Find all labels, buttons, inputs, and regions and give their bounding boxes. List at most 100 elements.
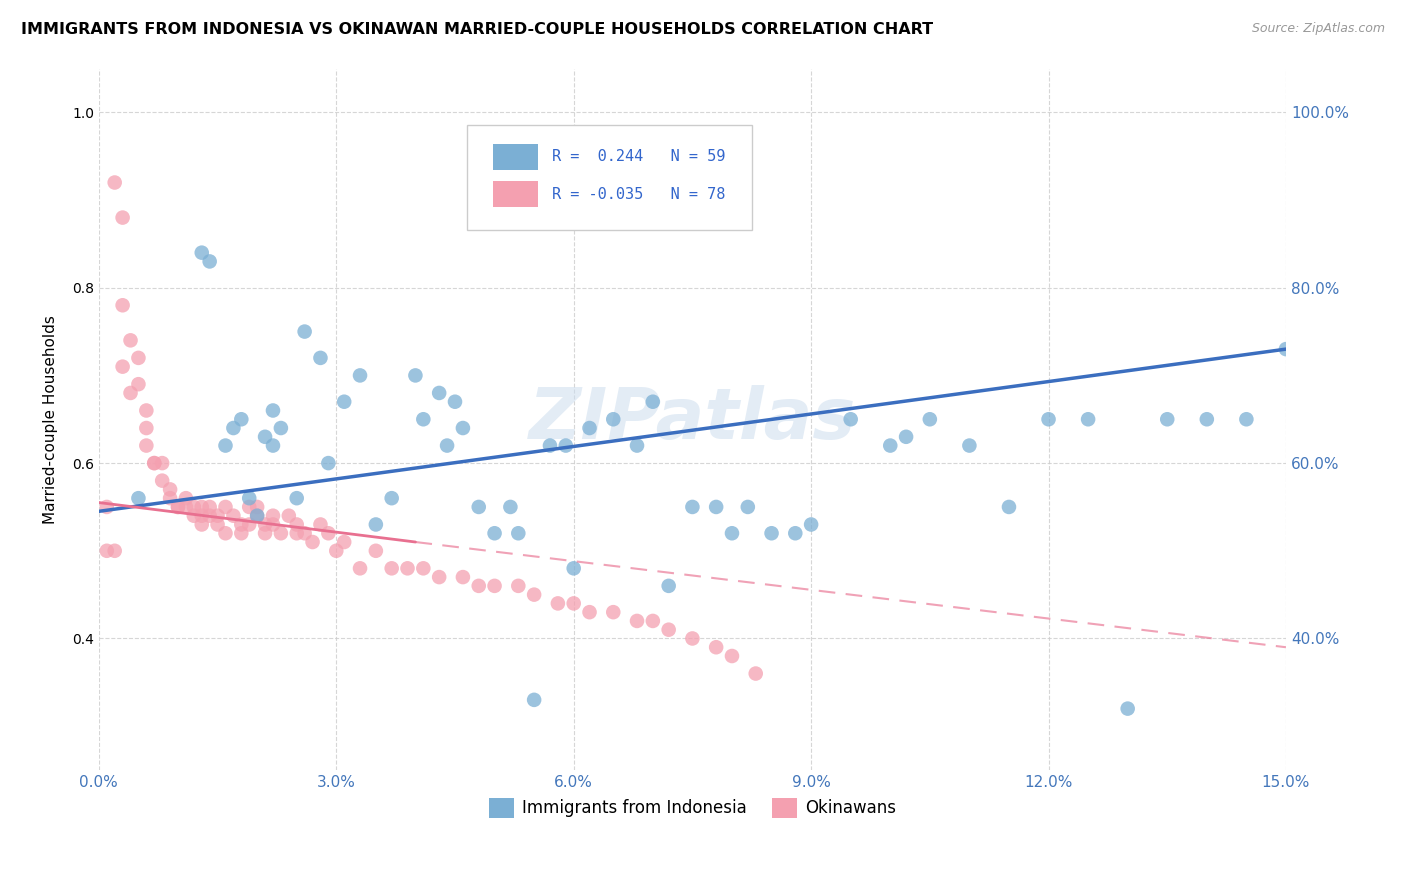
Point xyxy=(222,508,245,523)
Point xyxy=(484,526,506,541)
Point xyxy=(231,412,253,426)
Point xyxy=(143,456,166,470)
Point xyxy=(681,500,703,514)
Point xyxy=(641,614,664,628)
Point xyxy=(207,517,229,532)
Text: R = -0.035   N = 78: R = -0.035 N = 78 xyxy=(553,186,725,202)
Point xyxy=(523,693,546,707)
Point xyxy=(1275,342,1298,356)
Point xyxy=(318,456,340,470)
Y-axis label: Married-couple Households: Married-couple Households xyxy=(44,315,58,524)
Point xyxy=(262,508,284,523)
Point xyxy=(198,254,221,268)
Point xyxy=(127,377,149,392)
Point xyxy=(214,439,236,453)
Point xyxy=(190,500,212,514)
Point xyxy=(214,500,236,514)
Point xyxy=(918,412,941,426)
Point xyxy=(111,298,134,312)
Point xyxy=(444,394,467,409)
Legend: Immigrants from Indonesia, Okinawans: Immigrants from Indonesia, Okinawans xyxy=(482,791,903,825)
Point xyxy=(254,526,277,541)
Point xyxy=(658,579,681,593)
Point xyxy=(285,526,308,541)
Point xyxy=(484,579,506,593)
Point xyxy=(800,517,823,532)
Point xyxy=(262,403,284,417)
Point xyxy=(451,570,474,584)
Point xyxy=(349,368,371,383)
Point xyxy=(127,491,149,505)
Point xyxy=(135,403,157,417)
Text: IMMIGRANTS FROM INDONESIA VS OKINAWAN MARRIED-COUPLE HOUSEHOLDS CORRELATION CHAR: IMMIGRANTS FROM INDONESIA VS OKINAWAN MA… xyxy=(21,22,934,37)
Point xyxy=(104,176,127,190)
Point xyxy=(198,500,221,514)
Point xyxy=(285,491,308,505)
Point xyxy=(231,526,253,541)
Point xyxy=(1156,412,1178,426)
Point xyxy=(183,508,205,523)
Point xyxy=(404,368,426,383)
Point xyxy=(104,543,127,558)
Point xyxy=(150,474,173,488)
Point xyxy=(761,526,783,541)
Text: ZIPatlas: ZIPatlas xyxy=(529,384,856,454)
Point xyxy=(721,526,744,541)
Point xyxy=(285,517,308,532)
Point xyxy=(270,421,292,435)
Text: R =  0.244   N = 59: R = 0.244 N = 59 xyxy=(553,149,725,164)
Point xyxy=(602,412,624,426)
Point xyxy=(238,500,260,514)
Point xyxy=(159,491,181,505)
Point xyxy=(159,483,181,497)
Point xyxy=(839,412,862,426)
Point xyxy=(538,439,561,453)
Point xyxy=(998,500,1021,514)
Point xyxy=(1077,412,1099,426)
Point xyxy=(626,439,648,453)
Point xyxy=(262,517,284,532)
Point xyxy=(207,508,229,523)
Point xyxy=(364,543,387,558)
FancyBboxPatch shape xyxy=(467,125,752,230)
Point xyxy=(626,614,648,628)
Point xyxy=(246,508,269,523)
Point xyxy=(167,500,190,514)
Point xyxy=(111,359,134,374)
Point xyxy=(277,508,299,523)
Point xyxy=(318,526,340,541)
Point xyxy=(721,648,744,663)
Point xyxy=(578,605,600,619)
Point xyxy=(214,526,236,541)
FancyBboxPatch shape xyxy=(494,181,538,208)
Point xyxy=(704,500,727,514)
Point xyxy=(349,561,371,575)
Point xyxy=(254,517,277,532)
Point xyxy=(270,526,292,541)
Point xyxy=(333,394,356,409)
FancyBboxPatch shape xyxy=(494,144,538,170)
Point xyxy=(578,421,600,435)
Point xyxy=(120,334,142,348)
Point xyxy=(879,439,901,453)
Point xyxy=(396,561,419,575)
Point xyxy=(301,535,323,549)
Point xyxy=(412,412,434,426)
Point xyxy=(96,500,118,514)
Point xyxy=(737,500,759,514)
Point xyxy=(508,526,530,541)
Point xyxy=(111,211,134,225)
Point xyxy=(451,421,474,435)
Point xyxy=(198,508,221,523)
Point xyxy=(641,394,664,409)
Point xyxy=(309,351,332,365)
Point xyxy=(325,543,347,558)
Point xyxy=(658,623,681,637)
Point xyxy=(436,439,458,453)
Point xyxy=(190,508,212,523)
Point xyxy=(231,517,253,532)
Point xyxy=(562,561,585,575)
Point xyxy=(238,491,260,505)
Point xyxy=(1234,412,1257,426)
Point xyxy=(96,543,118,558)
